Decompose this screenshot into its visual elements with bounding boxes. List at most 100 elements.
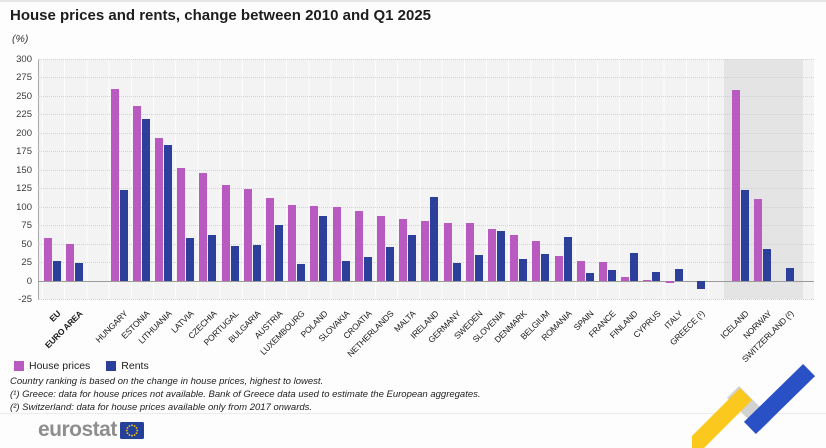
- bar-rents-finland[interactable]: [630, 252, 639, 281]
- bar-rents-estonia[interactable]: [141, 118, 150, 281]
- bar-rents-denmark[interactable]: [519, 259, 528, 281]
- bar-rents-cyprus[interactable]: [652, 271, 661, 281]
- y-tick-label: 150: [16, 164, 32, 176]
- gridline: [38, 188, 814, 190]
- bar-house-prices-latvia[interactable]: [177, 167, 186, 281]
- bar-rents-portugal[interactable]: [230, 245, 239, 281]
- bar-house-prices-estonia[interactable]: [132, 105, 141, 281]
- bar-house-prices-austria[interactable]: [266, 197, 274, 281]
- bar-rents-sweden[interactable]: [474, 254, 483, 281]
- bar-rents-switzerland[interactable]: [785, 268, 794, 281]
- gridline: [38, 299, 814, 300]
- bar-house-prices-finland[interactable]: [621, 276, 630, 281]
- house-prices-swatch-icon: [14, 361, 24, 371]
- bar-rents-luxembourg[interactable]: [297, 264, 306, 281]
- eurostat-wordmark: eurostat: [38, 418, 117, 441]
- y-tick-label: 0: [26, 275, 32, 287]
- bar-house-prices-ireland[interactable]: [421, 221, 430, 281]
- bar-rents-croatia[interactable]: [363, 256, 372, 281]
- bar-house-prices-netherlands[interactable]: [377, 215, 385, 281]
- bar-rents-netherlands[interactable]: [386, 246, 394, 281]
- bar-rents-eu[interactable]: [53, 260, 61, 281]
- gridline: [38, 132, 814, 134]
- bar-house-prices-euro-area[interactable]: [66, 243, 75, 281]
- y-tick-label: 250: [16, 90, 32, 102]
- y-tick-label: 300: [16, 54, 32, 65]
- y-tick-label: 75: [21, 220, 32, 232]
- bar-house-prices-norway[interactable]: [754, 199, 763, 281]
- bar-rents-latvia[interactable]: [186, 238, 195, 281]
- bar-rents-norway[interactable]: [763, 248, 772, 281]
- bar-house-prices-eu[interactable]: [44, 238, 52, 281]
- legend: House prices Rents: [14, 360, 149, 372]
- bar-house-prices-italy[interactable]: [665, 280, 674, 284]
- y-tick-label: 25: [21, 257, 32, 269]
- gridline: [38, 59, 814, 60]
- bar-house-prices-malta[interactable]: [399, 218, 408, 281]
- bar-house-prices-sweden[interactable]: [465, 222, 474, 281]
- bar-rents-france[interactable]: [608, 270, 616, 281]
- bar-rents-slovakia[interactable]: [341, 261, 350, 281]
- bar-house-prices-hungary[interactable]: [110, 88, 119, 281]
- bar-house-prices-belgium[interactable]: [532, 240, 541, 281]
- legend-label-rents: Rents: [121, 360, 149, 372]
- bar-house-prices-germany[interactable]: [443, 222, 452, 281]
- bar-house-prices-romania[interactable]: [554, 256, 563, 281]
- footer: eurostat: [0, 413, 826, 448]
- bar-house-prices-slovakia[interactable]: [332, 206, 341, 281]
- bar-rents-iceland[interactable]: [741, 190, 750, 281]
- bar-rents-slovenia[interactable]: [497, 231, 505, 281]
- bar-house-prices-luxembourg[interactable]: [288, 205, 297, 281]
- bar-rents-romania[interactable]: [563, 236, 572, 281]
- bar-rents-bulgaria[interactable]: [252, 245, 261, 281]
- legend-label-house-prices: House prices: [29, 360, 91, 372]
- bar-rents-germany[interactable]: [452, 262, 461, 281]
- bar-rents-ireland[interactable]: [430, 197, 439, 281]
- bar-house-prices-croatia[interactable]: [354, 211, 363, 281]
- legend-item-house-prices[interactable]: House prices: [14, 360, 90, 372]
- y-tick-label: 275: [16, 72, 32, 84]
- bar-house-prices-slovenia[interactable]: [488, 228, 496, 281]
- bar-house-prices-bulgaria[interactable]: [243, 188, 252, 281]
- bar-house-prices-poland[interactable]: [310, 205, 319, 281]
- bar-rents-austria[interactable]: [275, 225, 283, 281]
- footnote-ranking: Country ranking is based on the change i…: [10, 376, 324, 387]
- y-tick-label: 125: [16, 183, 32, 195]
- zigzag-arrow-graphic: [692, 363, 816, 448]
- bar-rents-euro-area[interactable]: [75, 262, 84, 281]
- bar-rents-hungary[interactable]: [119, 189, 128, 281]
- bar-rents-belgium[interactable]: [541, 253, 550, 281]
- y-tick-label: 50: [21, 238, 32, 250]
- eu-flag-icon: [119, 421, 144, 439]
- bar-house-prices-iceland[interactable]: [732, 90, 741, 281]
- y-tick-label: -25: [18, 294, 32, 305]
- bar-house-prices-spain[interactable]: [576, 261, 585, 281]
- footnote-greece: (¹) Greece: data for house prices not av…: [10, 389, 481, 400]
- bar-rents-greece[interactable]: [696, 280, 705, 290]
- y-tick-label: 225: [16, 109, 32, 121]
- bar-rents-italy[interactable]: [674, 268, 683, 281]
- x-axis-labels: EU EURO AREA HUNGARY ESTONIA LITHUANIA LATVIA…: [38, 299, 814, 364]
- bar-rents-czechia[interactable]: [208, 234, 217, 281]
- bar-rents-spain[interactable]: [585, 273, 594, 281]
- bar-rents-poland[interactable]: [319, 216, 328, 281]
- bar-house-prices-lithuania[interactable]: [155, 138, 163, 281]
- gridline: [38, 95, 814, 97]
- y-tick-label: 100: [16, 201, 32, 213]
- legend-item-rents[interactable]: Rents: [106, 360, 149, 372]
- bar-rents-malta[interactable]: [408, 234, 417, 281]
- y-tick-label: 200: [16, 127, 32, 139]
- y-axis-line: [38, 59, 39, 299]
- bar-house-prices-cyprus[interactable]: [643, 279, 652, 281]
- bar-house-prices-czechia[interactable]: [199, 172, 208, 281]
- bar-house-prices-portugal[interactable]: [221, 184, 230, 281]
- bar-house-prices-france[interactable]: [599, 262, 607, 281]
- footnote-switzerland: (²) Switzerland: data for house prices a…: [10, 402, 313, 413]
- y-axis: 300 275 250 225 200 175 150 125 100 75 50 25 0 -25: [0, 54, 34, 305]
- gridline: [38, 169, 814, 171]
- bar-rents-lithuania[interactable]: [164, 144, 172, 281]
- y-tick-label: 175: [16, 146, 32, 158]
- bar-house-prices-denmark[interactable]: [510, 234, 519, 281]
- eurostat-logo[interactable]: eurostat: [38, 418, 144, 442]
